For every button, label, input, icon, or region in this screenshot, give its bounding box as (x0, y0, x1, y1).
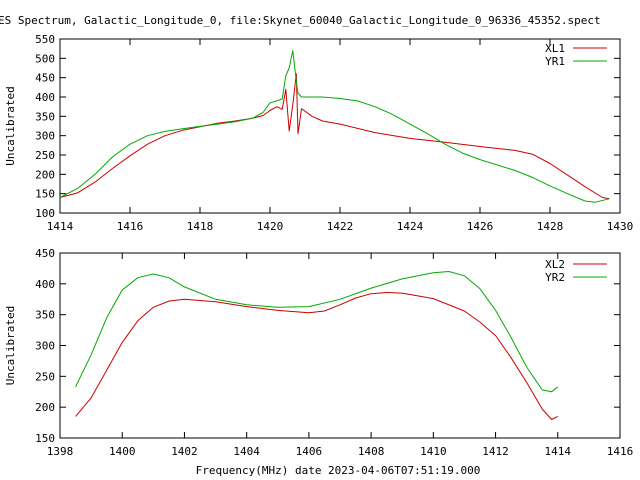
x-tick-label: 1414 (47, 220, 74, 233)
y-tick-label: 550 (35, 33, 55, 46)
legend-label: YR2 (545, 271, 565, 284)
y-tick-label: 450 (35, 247, 55, 260)
x-tick-label: 1406 (296, 445, 323, 458)
y-tick-label: 200 (35, 401, 55, 414)
y-tick-label: 150 (35, 188, 55, 201)
y-tick-label: 150 (35, 432, 55, 445)
y-tick-label: 400 (35, 91, 55, 104)
x-tick-label: 1400 (109, 445, 136, 458)
y-tick-label: 350 (35, 309, 55, 322)
y-tick-label: 100 (35, 207, 55, 220)
y-axis-label: Uncalibrated (4, 86, 17, 165)
y-tick-label: 400 (35, 278, 55, 291)
x-tick-label: 1428 (537, 220, 564, 233)
series-line-xl2 (75, 292, 559, 420)
top-panel: 1414 1416 1418 1420 1422 1424 1426 1428 1430 100 1… (4, 33, 633, 233)
x-tick-label: 1418 (187, 220, 214, 233)
y-tick-label: 250 (35, 370, 55, 383)
y-tick-label: 200 (35, 168, 55, 181)
x-tick-label: 1412 (482, 445, 509, 458)
y-tick-label: 300 (35, 130, 55, 143)
x-tick-label: 1402 (171, 445, 198, 458)
series-line-xl1 (59, 73, 610, 200)
legend-label: YR1 (545, 55, 565, 68)
x-tick-label: 1422 (327, 220, 354, 233)
x-tick-label: 1420 (257, 220, 284, 233)
y-axis-label: Uncalibrated (4, 306, 17, 385)
x-tick-label: 1416 (607, 445, 634, 458)
x-tick-label: 1426 (467, 220, 494, 233)
x-tick-label: 1408 (358, 445, 385, 458)
x-tick-label: 1424 (397, 220, 424, 233)
plot-frame (59, 252, 621, 439)
y-tick-label: 250 (35, 149, 55, 162)
legend-label: XL1 (545, 42, 565, 55)
page-title: ES Spectrum, Galactic_Longitude_0, file:… (0, 14, 601, 27)
series-line-yr2 (75, 271, 559, 393)
plot-frame (59, 38, 621, 214)
series-line-yr1 (59, 50, 610, 203)
x-tick-label: 1410 (420, 445, 447, 458)
y-tick-label: 300 (35, 340, 55, 353)
x-tick-label: 1414 (545, 445, 572, 458)
y-tick-label: 500 (35, 52, 55, 65)
x-tick-label: 1416 (117, 220, 144, 233)
bottom-panel: 1398 1400 1402 1404 1406 1408 1410 1412 1414 1416… (4, 247, 633, 458)
x-tick-label: 1398 (47, 445, 74, 458)
legend-label: XL2 (545, 258, 565, 271)
x-tick-label: 1404 (233, 445, 260, 458)
y-tick-label: 450 (35, 72, 55, 85)
x-tick-label: 1430 (607, 220, 634, 233)
x-axis-label: Frequency(MHz) date 2023-04-06T07:51:19.… (196, 464, 481, 477)
y-tick-label: 350 (35, 110, 55, 123)
